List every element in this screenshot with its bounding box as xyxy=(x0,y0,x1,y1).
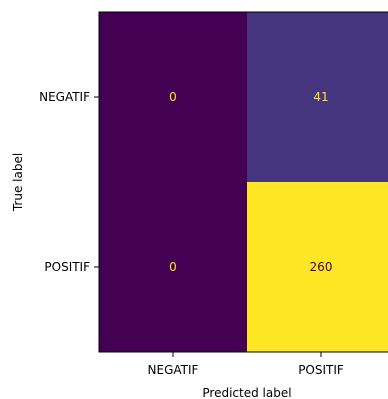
heatmap-cell-1-1 xyxy=(247,182,388,352)
x-tick-labels: NEGATIF POSITIF xyxy=(148,363,344,377)
y-axis-label: True label xyxy=(11,153,25,212)
x-tick-label-0: NEGATIF xyxy=(148,363,199,377)
heatmap-cell-0-1 xyxy=(247,12,388,182)
axis-ticks xyxy=(94,96,322,357)
cell-value-0-1: 41 xyxy=(313,90,328,104)
plot-frame xyxy=(98,11,388,353)
cell-value-0-0: 0 xyxy=(169,90,177,104)
x-axis-label: Predicted label xyxy=(202,386,291,399)
y-tick-label-0: NEGATIF xyxy=(39,90,90,104)
heatmap-cells xyxy=(99,12,388,352)
cell-value-1-0: 0 xyxy=(169,260,177,274)
heatmap-cell-1-0 xyxy=(99,182,247,352)
cell-value-1-1: 260 xyxy=(310,260,333,274)
heatmap-cell-0-0 xyxy=(99,12,247,182)
x-tick-label-1: POSITIF xyxy=(298,363,344,377)
y-tick-labels: NEGATIF POSITIF xyxy=(39,90,90,274)
cell-value-labels: 0 41 0 260 xyxy=(169,90,332,274)
y-tick-label-1: POSITIF xyxy=(44,260,90,274)
